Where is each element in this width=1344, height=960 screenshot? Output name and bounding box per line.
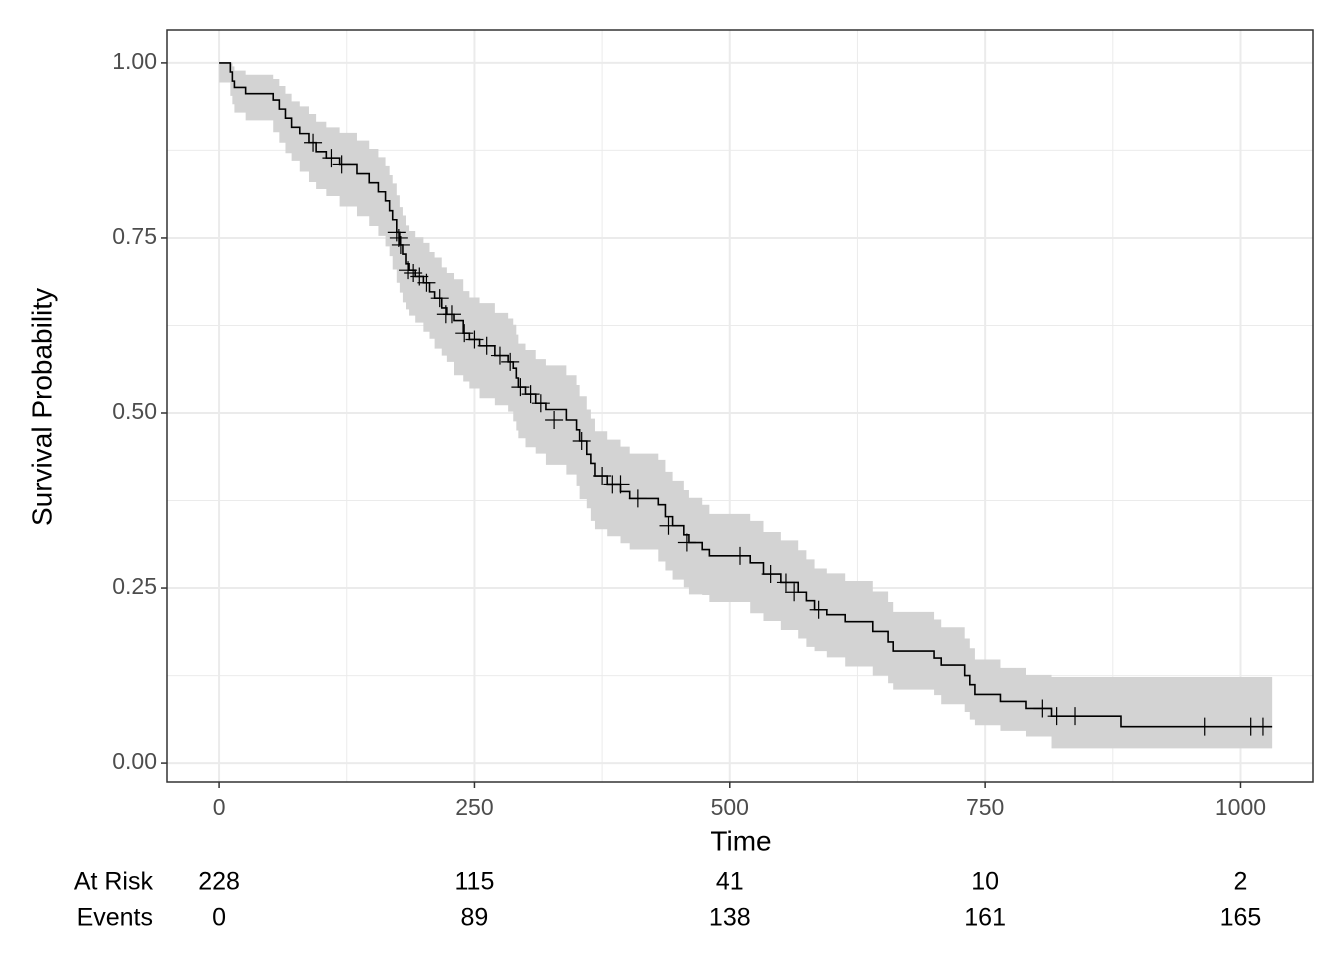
censor-mark: [322, 149, 341, 168]
censor-mark: [809, 600, 828, 619]
censor-mark: [477, 336, 496, 355]
risk-value: 2: [1234, 868, 1248, 896]
panel-border: [166, 29, 1314, 783]
y-tick-label: 1.00: [112, 48, 157, 74]
censor-mark: [442, 305, 461, 324]
censor-mark: [776, 573, 795, 592]
censor-mark: [501, 352, 520, 371]
risk-value: 0: [212, 904, 226, 932]
censor-mark: [593, 467, 612, 486]
y-tick-label: 0.50: [112, 398, 157, 424]
risk-value: 161: [964, 904, 1006, 932]
x-axis-title: Time: [710, 825, 771, 856]
x-tick-label: 1000: [1215, 794, 1266, 820]
x-tick-label: 0: [213, 794, 226, 820]
censor-mark: [1047, 707, 1066, 726]
risk-row-label: At Risk: [74, 868, 154, 896]
censor-mark: [572, 432, 591, 451]
censor-mark: [465, 330, 484, 349]
censor-mark: [521, 385, 540, 404]
risk-value: 10: [971, 868, 999, 896]
censor-mark: [761, 565, 780, 584]
censor-mark: [389, 228, 408, 247]
risk-value: 138: [709, 904, 751, 932]
y-tick-label: 0.00: [112, 748, 157, 774]
censor-mark: [417, 273, 436, 292]
censor-mark: [1253, 717, 1272, 736]
censor-mark: [455, 324, 474, 343]
censor-mark: [628, 489, 647, 508]
risk-value: 41: [716, 868, 744, 896]
censor-mark: [1033, 699, 1052, 718]
x-tick-label: 750: [966, 794, 1004, 820]
x-tick-label: 500: [711, 794, 749, 820]
censor-mark: [731, 546, 749, 565]
censor-mark: [490, 346, 509, 365]
censor-mark: [545, 411, 564, 430]
y-axis-title: Survival Probability: [26, 288, 57, 526]
censor-mark: [785, 583, 804, 602]
risk-value: 89: [461, 904, 489, 932]
censor-mark: [1195, 717, 1214, 736]
censor-mark: [659, 516, 678, 535]
censor-mark: [677, 533, 696, 552]
censor-mark: [1066, 707, 1085, 726]
censor-mark: [391, 235, 410, 254]
censor-mark: [430, 289, 449, 308]
risk-row-label: Events: [77, 904, 153, 932]
confidence-band: [219, 62, 1273, 749]
y-tick-label: 0.75: [112, 223, 157, 249]
censor-mark: [611, 475, 630, 494]
risk-value: 115: [455, 868, 495, 896]
censor-mark: [531, 394, 550, 413]
censor-mark: [304, 133, 323, 152]
risk-value: 165: [1220, 904, 1262, 932]
y-tick-label: 0.25: [112, 573, 157, 599]
censor-mark: [399, 261, 418, 280]
risk-value: 228: [198, 868, 240, 896]
x-tick-label: 250: [455, 794, 493, 820]
censor-mark: [511, 378, 530, 397]
censor-mark: [332, 155, 351, 174]
